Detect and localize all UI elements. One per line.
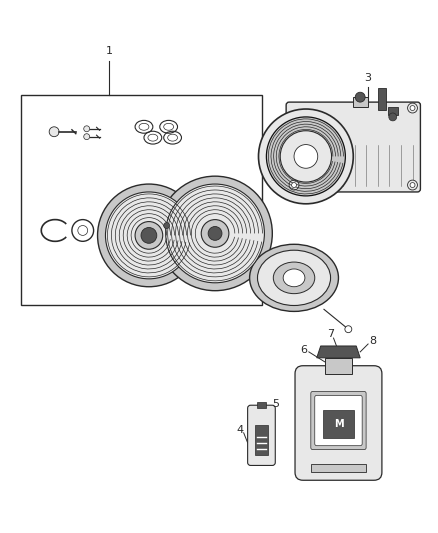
Circle shape: [408, 103, 417, 113]
Circle shape: [49, 127, 59, 136]
Circle shape: [266, 117, 346, 196]
Circle shape: [106, 192, 192, 279]
Circle shape: [208, 227, 222, 240]
Text: 1: 1: [106, 46, 113, 56]
Bar: [254, 425, 268, 455]
FancyBboxPatch shape: [247, 405, 275, 465]
Circle shape: [158, 176, 272, 290]
Bar: [388, 107, 398, 115]
Bar: [325, 358, 352, 374]
Text: 6: 6: [300, 345, 307, 355]
Text: 7: 7: [327, 329, 334, 339]
FancyBboxPatch shape: [315, 395, 362, 446]
Circle shape: [294, 144, 318, 168]
Circle shape: [408, 180, 417, 190]
Text: 2: 2: [219, 261, 226, 271]
Circle shape: [166, 184, 265, 283]
Circle shape: [410, 106, 415, 110]
Ellipse shape: [258, 250, 331, 305]
Bar: [353, 97, 368, 107]
FancyBboxPatch shape: [286, 102, 420, 192]
Circle shape: [345, 326, 352, 333]
Text: M: M: [334, 419, 343, 429]
Circle shape: [78, 225, 88, 236]
Text: 4: 4: [236, 425, 243, 435]
Circle shape: [135, 222, 163, 249]
Text: 8: 8: [370, 336, 377, 346]
Bar: [257, 402, 266, 408]
Ellipse shape: [148, 134, 158, 141]
Circle shape: [289, 180, 299, 190]
Ellipse shape: [168, 134, 177, 141]
Ellipse shape: [164, 123, 173, 130]
Circle shape: [258, 109, 353, 204]
Ellipse shape: [139, 123, 149, 130]
Circle shape: [201, 220, 229, 247]
Text: 5: 5: [272, 399, 279, 409]
Circle shape: [292, 183, 297, 188]
Bar: [311, 464, 366, 472]
FancyBboxPatch shape: [295, 366, 382, 480]
Circle shape: [389, 113, 397, 121]
Ellipse shape: [250, 244, 339, 311]
Circle shape: [141, 228, 157, 243]
Circle shape: [164, 223, 170, 229]
Polygon shape: [317, 346, 360, 358]
Bar: [378, 88, 386, 110]
Bar: [21, 95, 262, 304]
Ellipse shape: [273, 262, 315, 294]
Circle shape: [84, 126, 90, 132]
Circle shape: [280, 131, 332, 182]
Text: 3: 3: [364, 74, 371, 83]
FancyBboxPatch shape: [311, 391, 366, 450]
Bar: [323, 410, 354, 438]
Circle shape: [98, 184, 200, 287]
Circle shape: [355, 92, 365, 102]
Circle shape: [84, 134, 90, 140]
Ellipse shape: [283, 269, 305, 287]
Circle shape: [410, 183, 415, 188]
